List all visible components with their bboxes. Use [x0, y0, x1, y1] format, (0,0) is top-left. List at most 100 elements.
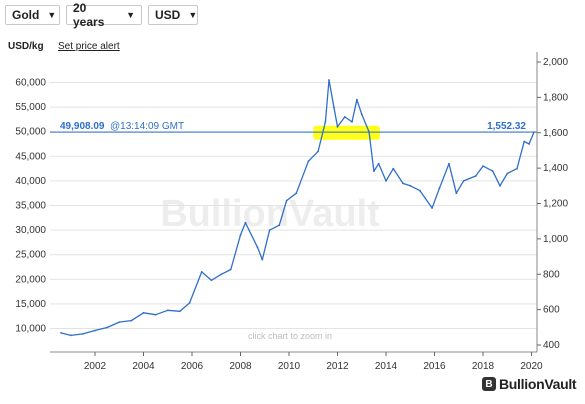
right-axis-tick-label: 1,200: [543, 199, 568, 210]
left-axis-tick-label: 30,000: [15, 225, 46, 236]
right-axis-labels: 400 600 800 1,000 1,200 1,400 1,600 1,800 2,000: [537, 57, 568, 351]
price-point: [523, 140, 526, 143]
right-axis-tick-label: 1,000: [543, 234, 568, 245]
price-point: [324, 121, 327, 123]
price-point: [295, 192, 298, 195]
set-price-alert-link[interactable]: Set price alert: [58, 41, 120, 52]
currency-select-value: USD: [155, 8, 181, 22]
logo-text: BullionVault: [499, 376, 577, 392]
price-point: [328, 79, 330, 81]
x-axis-tick-label: 2004: [132, 361, 155, 372]
x-axis-tick-label: 2012: [326, 361, 349, 372]
price-point: [431, 207, 433, 209]
price-point: [438, 187, 441, 190]
price-point: [506, 172, 509, 175]
price-point: [229, 268, 232, 271]
right-axis-tick-label: 1,600: [543, 128, 568, 139]
price-point: [278, 224, 281, 227]
price-point: [130, 319, 133, 322]
right-axis-tick-label: 1,800: [543, 92, 568, 103]
price-point: [179, 310, 181, 313]
right-axis-tick-label: 1,400: [543, 163, 568, 174]
chart-watermark: BullionVault: [160, 193, 380, 235]
price-point: [448, 162, 450, 165]
price-point: [491, 170, 494, 173]
x-axis-tick-label: 2018: [472, 361, 495, 372]
price-point: [392, 167, 395, 170]
price-point: [82, 333, 84, 335]
price-point: [261, 258, 264, 261]
price-point: [419, 189, 421, 192]
price-point: [377, 162, 380, 165]
zoom-hint: click chart to zoom in: [248, 331, 332, 341]
left-axis-tick-label: 35,000: [15, 201, 46, 212]
left-axis-tick-label: 40,000: [15, 176, 46, 187]
right-axis-tick-label: 600: [543, 305, 560, 316]
price-point: [360, 113, 363, 116]
period-select[interactable]: 20 years ▼: [66, 1, 142, 29]
right-axis-tick-label: 800: [543, 269, 560, 280]
price-point: [142, 311, 145, 314]
current-price-time: @13:14:09 GMT: [110, 121, 184, 132]
left-axis-tick-label: 10,000: [15, 324, 46, 335]
price-point: [268, 229, 271, 232]
price-point: [351, 121, 353, 123]
left-axis-tick-label: 25,000: [15, 250, 46, 261]
chevron-down-icon: ▼: [126, 10, 135, 20]
price-point: [356, 98, 358, 101]
left-axis-tick-label: 20,000: [15, 274, 46, 285]
x-axis-tick-label: 2008: [229, 361, 252, 372]
x-axis-tick-label: 2014: [375, 361, 398, 372]
left-axis-tick-label: 15,000: [15, 299, 46, 310]
price-point: [256, 246, 259, 249]
metal-select-value: Gold: [12, 8, 40, 22]
unit-label: USD/kg: [8, 41, 44, 52]
left-axis-tick-label: 50,000: [15, 127, 46, 138]
price-point: [307, 160, 310, 163]
price-point: [285, 199, 288, 202]
price-point: [336, 125, 339, 128]
period-select-value: 20 years: [73, 1, 105, 29]
price-point: [94, 329, 96, 332]
price-point: [118, 321, 121, 323]
price-point: [474, 175, 477, 177]
currency-select[interactable]: USD ▼: [148, 5, 198, 25]
highlight-band: [313, 125, 380, 140]
price-point: [210, 279, 213, 282]
price-point: [188, 302, 191, 304]
metal-select[interactable]: Gold ▼: [5, 5, 60, 25]
left-axis-tick-label: 55,000: [15, 102, 46, 113]
x-axis-tick-label: 2016: [423, 361, 446, 372]
current-price-kg: 49,908.09: [60, 121, 105, 132]
chevron-down-icon: ▼: [47, 10, 57, 20]
price-point: [239, 234, 242, 236]
price-point: [409, 184, 412, 187]
price-point: [154, 313, 157, 316]
grid-lines: [50, 82, 537, 329]
price-point: [166, 309, 169, 312]
left-axis-tick-label: 60,000: [15, 78, 46, 89]
right-axis-tick-label: 2,000: [543, 57, 568, 68]
left-axis-labels: 10,000 15,000 20,000 25,000 30,000 35,000 40,0…: [15, 78, 46, 335]
x-axis-tick-label: 2002: [84, 361, 107, 372]
x-axis-tick-label: 2020: [520, 361, 543, 372]
price-point: [106, 326, 108, 329]
price-point: [402, 182, 404, 185]
price-point: [385, 180, 387, 182]
current-price-oz: 1,552.32: [487, 121, 526, 132]
price-point: [343, 116, 346, 118]
price-point: [69, 334, 72, 337]
price-point: [516, 167, 518, 170]
price-point: [528, 143, 530, 145]
chevron-down-icon: ▼: [188, 10, 198, 20]
price-point: [244, 221, 247, 224]
logo-mark-icon: B: [482, 377, 496, 391]
price-point: [317, 150, 319, 153]
price-point: [499, 184, 501, 187]
price-point: [455, 192, 458, 195]
left-axis-tick-label: 45,000: [15, 151, 46, 162]
price-point: [200, 271, 203, 273]
chart-axes: [50, 52, 538, 353]
price-point: [60, 332, 62, 334]
